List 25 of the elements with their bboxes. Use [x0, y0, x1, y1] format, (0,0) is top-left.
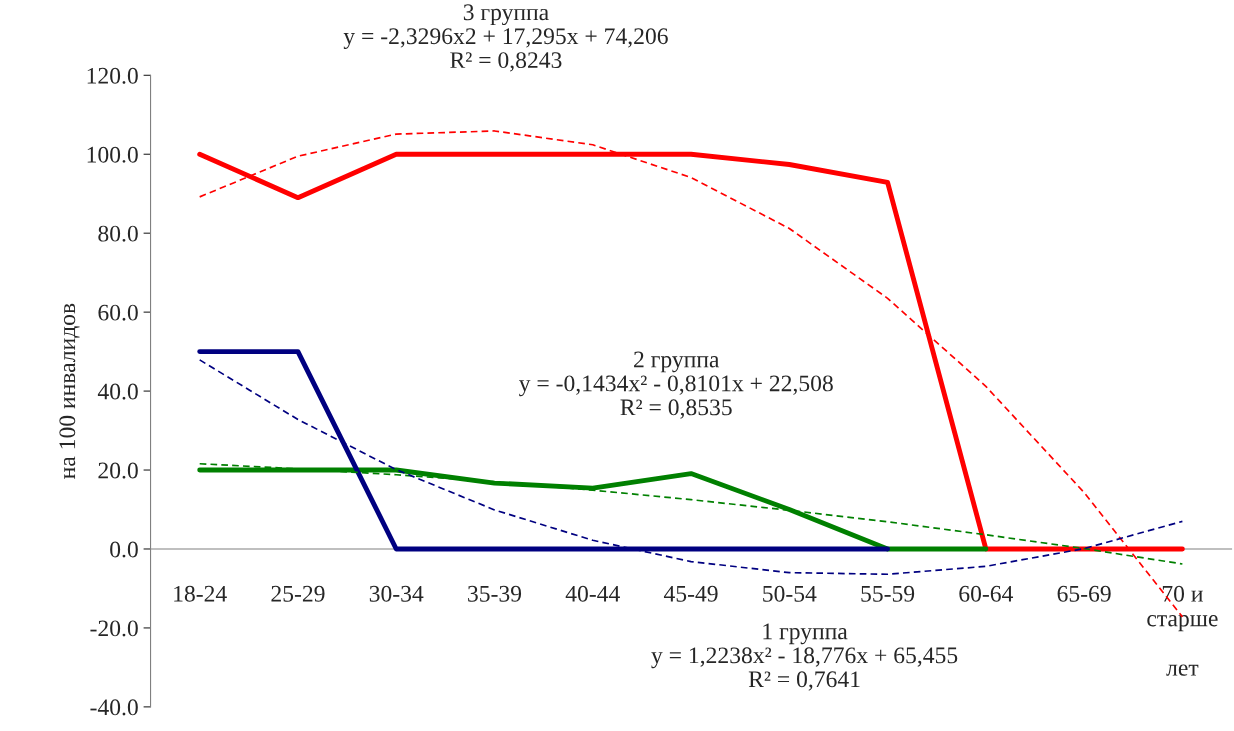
y-axis-title: на 100 инвалидов — [59, 303, 80, 479]
line-series — [198, 462, 1184, 565]
y-tick-label: -40.0 — [90, 699, 138, 716]
y-tick-label: 100.0 — [87, 146, 138, 163]
x-tick-label: 30-34 — [369, 585, 424, 602]
y-tick-label: 20.0 — [98, 462, 138, 479]
x-tick-label: 60-64 — [959, 585, 1014, 602]
x-tick-label: 18-24 — [174, 585, 227, 602]
annotation: 1 группа y = 1,2238x² - 18,776x + 65,455 R² = 0,7641 — [651, 623, 958, 691]
y-tick-label: 0.0 — [110, 541, 138, 558]
text: 3 группа y = -2,3296x2 + 17,295x + 74,206 R² = 0,8243 — [343, 4, 668, 72]
x-tick-label: 35-39 — [468, 585, 522, 602]
y-tick-label: 40.0 — [97, 383, 138, 400]
x-tick-label: 50-54 — [763, 585, 817, 602]
x-tick-label: 65-69 — [1057, 585, 1111, 602]
category-label: 70 и старше лет — [1147, 585, 1218, 676]
y-tick-label: 120.0 — [87, 67, 138, 84]
y-tick-label: 60.0 — [98, 304, 138, 321]
y-tick-label: 80.0 — [98, 225, 138, 242]
x-tick-label: 55-59 — [861, 585, 915, 602]
annotation: 2 группа y = -0,1434x² - 0,8101x + 22,508 R² = 0,8535 — [518, 351, 833, 419]
x-tick-label: 40-44 — [565, 585, 620, 602]
y-tick-label: -20.0 — [90, 620, 138, 637]
x-tick-label: 25-29 — [271, 585, 325, 602]
x-tick-label: 45-49 — [663, 585, 718, 602]
